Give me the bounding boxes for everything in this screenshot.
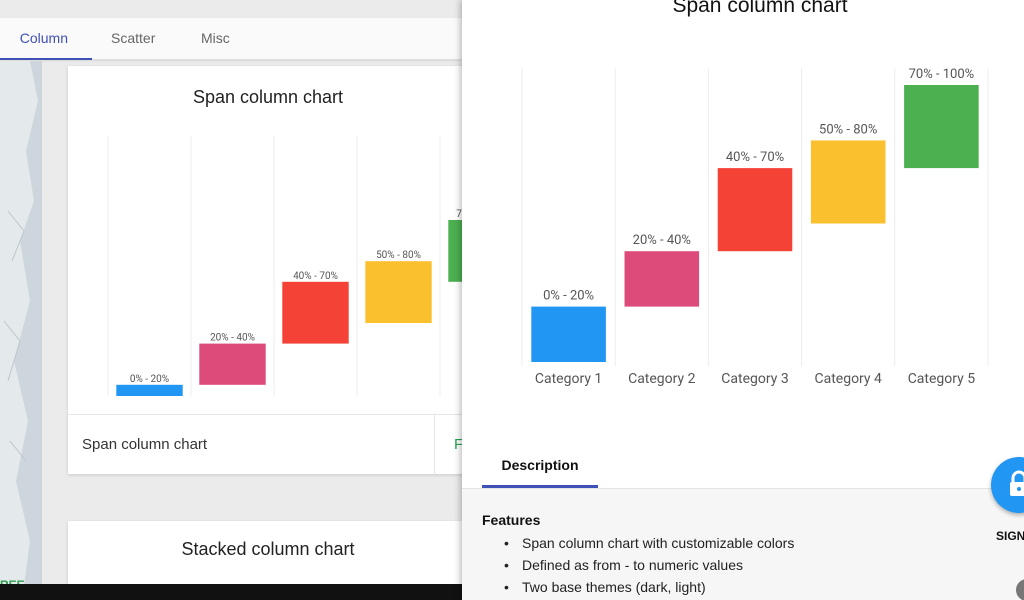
tab-column[interactable]: Column [0, 18, 92, 60]
feature-item: Span column chart with customizable colo… [502, 532, 794, 554]
tick-label: Category 3 [721, 371, 788, 387]
tab-scatter[interactable]: Scatter [111, 30, 156, 46]
bar[interactable] [531, 306, 606, 362]
bar[interactable] [282, 281, 349, 344]
corner-indicator [1016, 579, 1024, 600]
lock-icon [1010, 470, 1024, 496]
bar[interactable] [904, 85, 979, 169]
card-title: Stacked column chart [181, 539, 355, 559]
bar[interactable] [448, 220, 462, 282]
data-label: 20% - 40% [210, 333, 255, 344]
features-heading: Features [482, 512, 541, 528]
bar[interactable] [199, 343, 266, 385]
bar[interactable] [624, 251, 700, 307]
map-background [0, 61, 42, 600]
chart-type-tabs: Column Scatter Misc [0, 18, 462, 60]
small-span-chart: 0% - 20%Category 120% - 40%Category 240%… [107, 136, 462, 396]
tick-label: Category 5 [908, 371, 976, 387]
preview-title: Span column chart [672, 0, 848, 17]
bar[interactable] [717, 168, 793, 252]
sign-in-button[interactable] [991, 457, 1024, 513]
chart-preview-panel: Span column chart 0% - 20% Category 1 20% … [462, 0, 1024, 600]
tick-label: Category 4 [814, 371, 882, 387]
bar[interactable] [365, 261, 432, 323]
card-footer: Span column chart F [68, 414, 462, 475]
sign-in-label: SIGN [996, 529, 1024, 543]
bottom-bar [0, 584, 462, 600]
span-column-chart: 0% - 20% Category 1 20% - 40% Category 2 40%… [521, 67, 989, 387]
data-label: 20% - 40% [633, 233, 691, 248]
data-label: 50% - 80% [376, 250, 421, 261]
data-label: 0% - 20% [130, 374, 169, 385]
feature-item: Defined as from - to numeric values [502, 554, 794, 576]
data-label: 70% - 100% [456, 209, 462, 220]
tab-misc[interactable]: Misc [201, 30, 230, 46]
footer-divider [434, 415, 435, 475]
card-title: Span column chart [192, 87, 344, 107]
features-list: Span column chart with customizable colo… [502, 532, 794, 598]
tick-label: Category 2 [628, 371, 696, 387]
card-footer-label: Span column chart [82, 436, 208, 453]
tab-description[interactable]: Description [482, 446, 598, 488]
data-label: 50% - 80% [819, 122, 877, 137]
card-footer-action[interactable]: F [454, 436, 462, 453]
feature-item: Two base themes (dark, light) [502, 576, 794, 598]
bar[interactable] [810, 140, 886, 224]
bar[interactable] [116, 384, 183, 396]
data-label: 70% - 100% [909, 67, 975, 82]
data-label: 40% - 70% [726, 150, 784, 165]
tick-label: Category 1 [535, 371, 602, 387]
data-label: 40% - 70% [293, 271, 338, 282]
description-panel: Features Span column chart with customiz… [462, 488, 1024, 600]
background-page: Column Scatter Misc Span column chart 0%… [0, 0, 462, 600]
data-label: 0% - 20% [543, 289, 594, 304]
span-column-card[interactable]: Span column chart 0% - 20%Category 120% … [68, 66, 462, 475]
